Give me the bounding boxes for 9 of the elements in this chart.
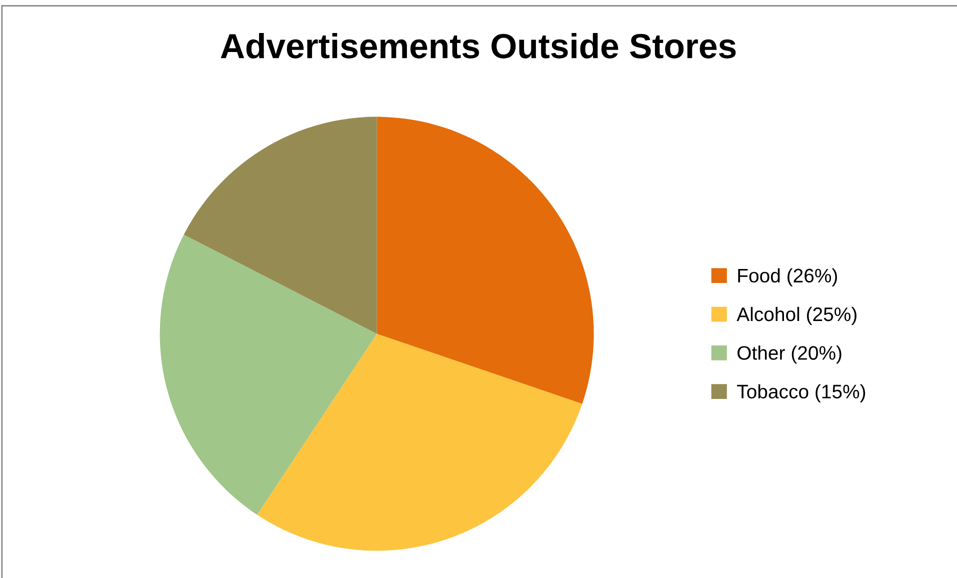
legend-label: Alcohol (25%) xyxy=(736,306,856,326)
pie-slice xyxy=(160,234,377,515)
pie-slice xyxy=(257,334,582,551)
chart-title: Advertisements Outside Stores xyxy=(220,32,736,58)
legend-label: Food (26%) xyxy=(738,268,837,286)
pie-slice xyxy=(376,116,594,404)
legend-label: Other (20%) xyxy=(738,346,842,364)
legend-label: Tobacco (15%) xyxy=(737,384,866,402)
pie-slice xyxy=(184,116,377,334)
